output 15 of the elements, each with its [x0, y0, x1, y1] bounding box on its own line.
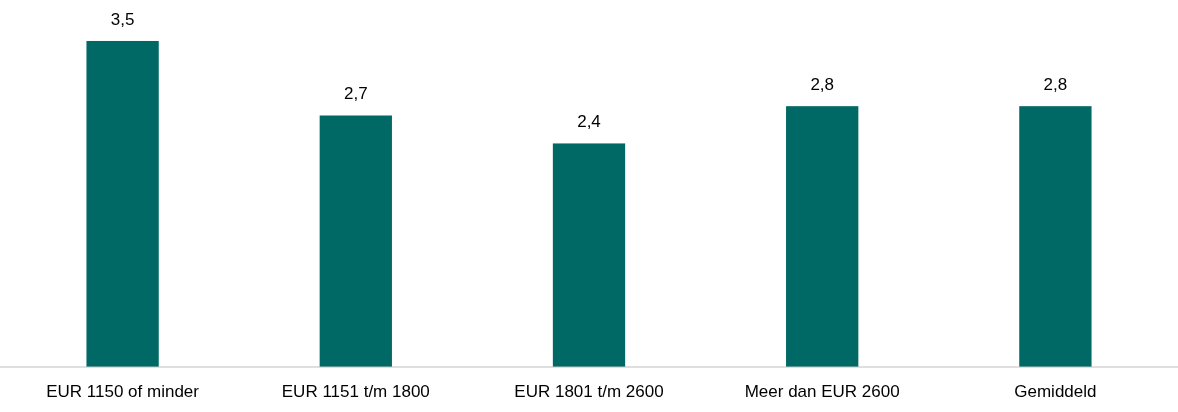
data-label: 2,8 [1043, 75, 1068, 95]
bar [786, 106, 859, 367]
x-tick-label: EUR 1151 t/m 1800 [281, 382, 430, 401]
x-tick-label: EUR 1801 t/m 2600 [514, 382, 664, 401]
bar [1019, 106, 1092, 367]
bar [319, 115, 392, 367]
x-tick-label: EUR 1150 of minder [46, 382, 200, 401]
bar [552, 143, 626, 367]
data-label: 2,7 [343, 84, 368, 104]
data-label: 2,8 [810, 75, 835, 95]
data-label: 2,4 [577, 112, 601, 132]
x-tick-label: Gemiddeld [1014, 382, 1097, 401]
data-label: 3,5 [110, 9, 135, 29]
bar [86, 40, 159, 367]
x-tick-label: Meer dan EUR 2600 [744, 382, 900, 401]
